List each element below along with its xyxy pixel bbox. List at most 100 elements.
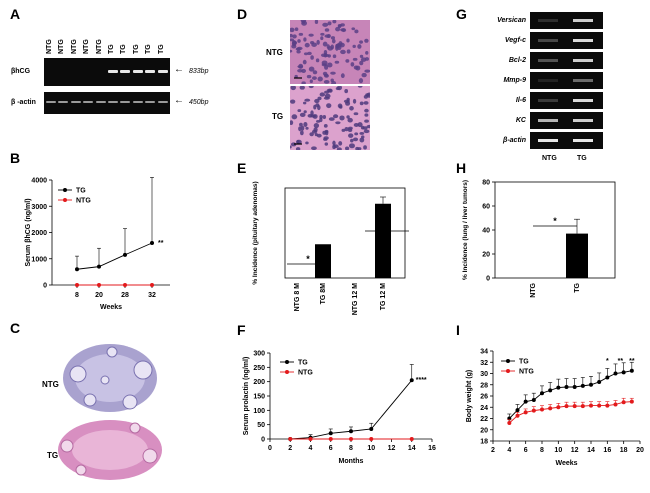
gel-bhcg bbox=[44, 58, 170, 86]
data-point bbox=[75, 283, 79, 287]
y-tick-label: 0 bbox=[486, 276, 490, 283]
gel-band bbox=[132, 101, 143, 103]
nucleus bbox=[357, 122, 363, 128]
y-tick-label: 4000 bbox=[31, 178, 47, 185]
nucleus bbox=[292, 34, 297, 39]
legend-marker bbox=[63, 198, 67, 202]
nucleus bbox=[320, 32, 325, 36]
nucleus bbox=[323, 96, 330, 100]
nucleus bbox=[324, 34, 330, 38]
data-point bbox=[369, 426, 374, 431]
ovary-section-tg bbox=[58, 420, 162, 480]
nucleus bbox=[302, 59, 307, 65]
nucleus bbox=[337, 86, 343, 91]
nucleus bbox=[290, 86, 296, 91]
x-tick-label: 8 bbox=[75, 292, 79, 299]
nucleus bbox=[339, 115, 345, 121]
data-point bbox=[328, 437, 333, 441]
histology-d-row-tg: TG bbox=[272, 112, 284, 121]
arrow-icon: ← bbox=[174, 64, 184, 75]
x-category-label: TG 8M bbox=[320, 283, 327, 305]
y-tick-label: 300 bbox=[253, 351, 265, 358]
nucleus bbox=[316, 119, 321, 123]
bar bbox=[315, 244, 331, 278]
nucleus bbox=[334, 60, 340, 64]
gel-band bbox=[58, 101, 69, 103]
nucleus bbox=[323, 123, 328, 128]
nucleus bbox=[340, 49, 346, 55]
x-tick-label: 18 bbox=[620, 447, 628, 454]
x-tick-label: 32 bbox=[148, 292, 156, 299]
y-tick-label: 20 bbox=[482, 252, 490, 259]
x-tick-label: 12 bbox=[571, 447, 579, 454]
data-point bbox=[621, 370, 626, 375]
data-point bbox=[531, 408, 536, 413]
x-tick-label: 28 bbox=[121, 292, 129, 299]
x-tick-label: 0 bbox=[268, 445, 272, 452]
nucleus bbox=[359, 137, 365, 143]
nucleus bbox=[350, 62, 355, 67]
gel-band bbox=[573, 119, 593, 122]
nucleus bbox=[317, 104, 321, 111]
gel-bhcg-label: βhCG bbox=[11, 68, 31, 75]
legend-label: NTG bbox=[298, 370, 313, 377]
series-line bbox=[509, 401, 632, 424]
lane-label: NTG bbox=[95, 39, 103, 54]
nucleus bbox=[323, 137, 328, 141]
y-axis-label: Serum βhCG (ng/ml) bbox=[25, 198, 32, 266]
y-tick-label: 24 bbox=[480, 405, 488, 412]
data-point bbox=[369, 437, 374, 441]
nucleus bbox=[290, 33, 293, 38]
nucleus bbox=[364, 119, 369, 123]
nucleus bbox=[344, 126, 349, 132]
panel-label-a: A bbox=[10, 6, 21, 22]
chart-h: 0 20 40 60 80 % Incidence (lung / liver tumor… bbox=[462, 180, 616, 298]
nucleus bbox=[323, 73, 329, 77]
bar bbox=[566, 233, 588, 278]
data-point bbox=[540, 391, 544, 396]
nucleus bbox=[315, 58, 320, 63]
micrograph-ntg bbox=[290, 20, 370, 84]
nucleus bbox=[314, 133, 318, 137]
legend-label: TG bbox=[76, 188, 86, 195]
nucleus bbox=[364, 113, 369, 117]
nucleus bbox=[363, 129, 370, 134]
y-axis-label: % Incidence (lung / liver tumors) bbox=[462, 180, 469, 280]
x-tick-label: 8 bbox=[349, 445, 353, 452]
micrograph-background bbox=[290, 20, 370, 84]
nucleus bbox=[332, 144, 336, 150]
nucleus bbox=[302, 101, 307, 105]
y-tick-label: 100 bbox=[253, 408, 265, 415]
nucleus bbox=[290, 49, 293, 53]
ovary-section-ntg bbox=[63, 344, 157, 412]
y-tick-label: 40 bbox=[482, 228, 490, 235]
nucleus bbox=[331, 38, 336, 44]
nucleus bbox=[308, 86, 314, 89]
x-tick-label: 16 bbox=[428, 445, 436, 452]
x-tick-label: 4 bbox=[507, 447, 511, 454]
panel-g-lane-ntg: NTG bbox=[542, 155, 557, 162]
x-tick-label: 8 bbox=[540, 447, 544, 454]
significance-label: * bbox=[306, 254, 310, 264]
nucleus bbox=[314, 20, 319, 25]
nucleus bbox=[339, 105, 343, 109]
nucleus bbox=[290, 27, 295, 33]
lane-label: NTG bbox=[83, 39, 91, 54]
lane-label: TG bbox=[132, 44, 140, 54]
gel-band bbox=[538, 59, 558, 62]
gel-band bbox=[145, 101, 156, 103]
nucleus bbox=[299, 112, 306, 117]
nucleus bbox=[338, 141, 343, 146]
panel-label-f: F bbox=[237, 322, 246, 338]
nucleus bbox=[359, 60, 364, 66]
y-tick-label: 0 bbox=[43, 283, 47, 290]
x-category-label: NTG 12 M bbox=[352, 283, 359, 315]
nucleus bbox=[357, 44, 362, 49]
gel-strip bbox=[530, 32, 603, 49]
nucleus bbox=[322, 115, 327, 120]
gel-strip bbox=[530, 112, 603, 129]
nucleus bbox=[348, 133, 354, 138]
gel-strip bbox=[530, 52, 603, 69]
data-point bbox=[589, 382, 593, 387]
histology-c-row-tg: TG bbox=[47, 451, 59, 460]
